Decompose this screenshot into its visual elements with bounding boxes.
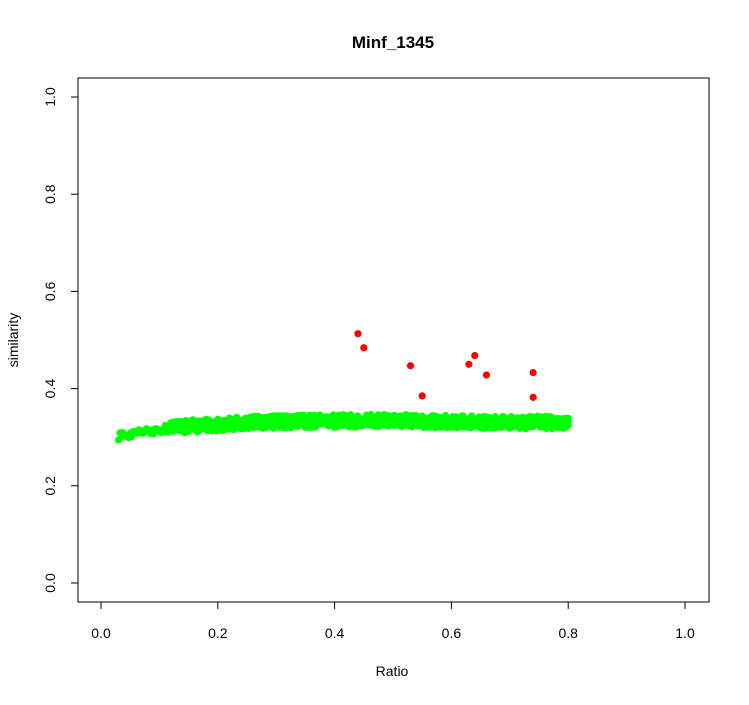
red-point bbox=[360, 344, 368, 352]
y-tick-label: 0.6 bbox=[42, 281, 58, 301]
y-axis-label: similarity bbox=[5, 313, 21, 367]
green-point bbox=[564, 421, 572, 429]
x-axis: 0.0 0.2 0.4 0.6 0.8 1.0 bbox=[91, 601, 695, 641]
red-point bbox=[529, 368, 537, 377]
plot-frame bbox=[77, 77, 710, 603]
red-point bbox=[354, 330, 362, 338]
green-point bbox=[542, 423, 550, 431]
red-point bbox=[418, 392, 426, 400]
x-tick-label: 0.0 bbox=[91, 625, 111, 641]
red-point bbox=[465, 360, 473, 368]
y-tick-label: 0.8 bbox=[42, 184, 58, 204]
red-point bbox=[471, 351, 479, 360]
red-point bbox=[406, 362, 415, 370]
green-point bbox=[564, 414, 572, 422]
y-tick-label: 0.2 bbox=[42, 476, 58, 496]
y-tick-label: 1.0 bbox=[42, 87, 58, 107]
x-tick-label: 1.0 bbox=[675, 625, 695, 641]
y-tick-label: 0.4 bbox=[42, 379, 58, 399]
y-axis: 0.0 0.2 0.4 0.6 0.8 1.0 bbox=[42, 87, 79, 593]
x-tick-label: 0.2 bbox=[208, 625, 228, 641]
red-point bbox=[529, 393, 537, 401]
x-tick-label: 0.6 bbox=[442, 625, 462, 641]
x-axis-label: Ratio bbox=[376, 663, 409, 679]
red-point bbox=[482, 371, 491, 379]
x-tick-label: 0.4 bbox=[325, 625, 345, 641]
chart-title: Minf_1345 bbox=[352, 33, 434, 52]
y-tick-label: 0.0 bbox=[42, 573, 58, 593]
data-points bbox=[114, 330, 572, 444]
x-tick-label: 0.8 bbox=[558, 625, 578, 641]
